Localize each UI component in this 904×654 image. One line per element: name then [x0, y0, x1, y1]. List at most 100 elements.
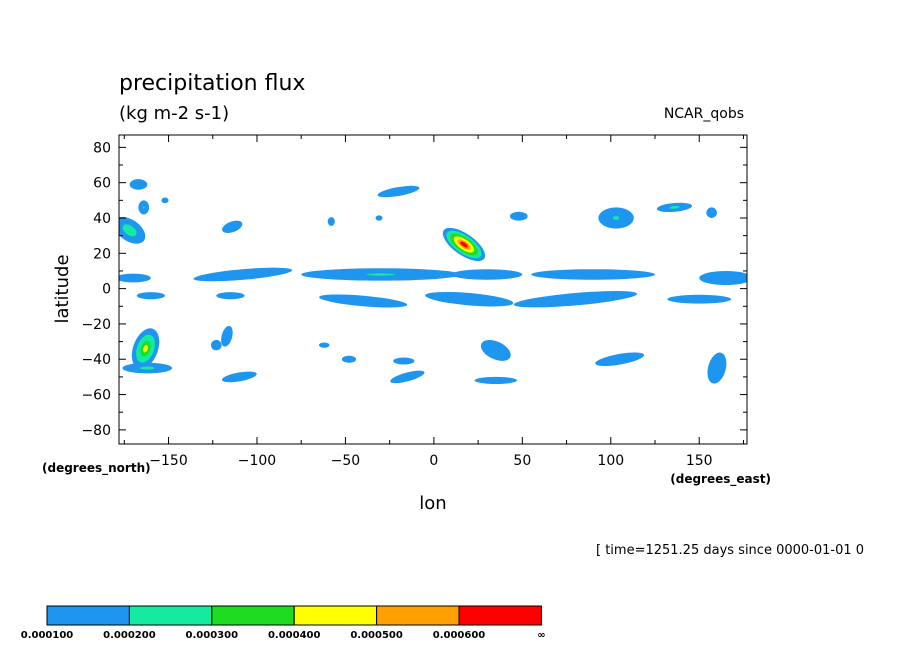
contour-level-1	[119, 273, 151, 283]
y-tick-label: −40	[81, 352, 111, 368]
contour-level-4	[143, 344, 149, 353]
contour-level-2	[669, 206, 680, 209]
contour-level-1	[221, 325, 233, 347]
colorbar-label: 0.000400	[268, 630, 321, 641]
x-axis-label: lon	[419, 493, 446, 514]
precip-cell-26	[131, 328, 160, 370]
contour-level-1	[451, 269, 523, 280]
precip-cell-5	[222, 220, 243, 233]
contour-level-1	[595, 352, 645, 367]
y-units-label: (degrees_north)	[42, 461, 151, 476]
contour-level-1	[509, 211, 528, 221]
y-tick-label: −20	[81, 317, 111, 333]
contour-level-1	[531, 269, 656, 280]
y-tick-label: −80	[81, 423, 111, 439]
precip-cell-24	[513, 291, 638, 308]
colorbar-swatch	[128, 605, 213, 626]
x-tick-label: 150	[686, 453, 713, 469]
precip-cell-31	[341, 355, 357, 363]
contour-level-1	[393, 357, 415, 365]
precip-cell-8	[377, 185, 420, 198]
precip-cell-36	[474, 376, 518, 384]
contour-level-2	[140, 366, 155, 370]
chart-title: precipitation flux	[119, 71, 305, 96]
x-tick-label: −100	[238, 453, 276, 469]
x-tick-label: −50	[331, 453, 361, 469]
contour-level-2	[366, 273, 396, 276]
contour-level-1	[327, 217, 335, 226]
contour-level-1	[707, 352, 727, 384]
x-units-label: (degrees_east)	[670, 472, 771, 487]
precip-cell-2	[138, 200, 150, 215]
contour-field	[119, 179, 747, 384]
precip-cell-17	[451, 269, 523, 280]
colorbar-label: 0.000500	[350, 630, 403, 641]
contour-level-1	[425, 291, 514, 307]
precip-cell-38	[707, 352, 727, 384]
contour-level-1	[706, 207, 717, 218]
y-tick-label: 40	[93, 211, 111, 227]
contour-level-2	[142, 206, 145, 209]
precip-cell-27	[122, 362, 173, 374]
precip-cell-34	[390, 370, 425, 384]
contour-level-1	[221, 371, 257, 383]
precip-cell-29	[210, 339, 222, 351]
contour-level-1	[222, 220, 243, 233]
colorbar-swatch	[458, 605, 542, 626]
precip-cell-32	[318, 342, 330, 348]
precip-cell-6	[327, 217, 335, 226]
x-tick-label: −150	[149, 453, 187, 469]
y-tick-label: 60	[93, 176, 111, 192]
precip-cell-23	[425, 291, 514, 307]
precip-cell-1	[119, 217, 146, 244]
contour-level-1	[667, 294, 732, 304]
contour-level-1	[377, 185, 420, 198]
contour-level-2	[122, 224, 137, 237]
precip-cell-11	[598, 207, 634, 229]
precip-cell-20	[136, 292, 165, 300]
contour-level-1	[513, 291, 638, 308]
contour-level-1	[480, 339, 511, 361]
contour-level-1	[129, 179, 148, 190]
contour-level-1	[318, 342, 330, 348]
contour-level-1	[193, 267, 293, 282]
contour-level-6	[460, 241, 468, 248]
time-label: [ time=1251.25 days since 0000-01-01 0	[596, 543, 864, 558]
contour-level-1	[319, 294, 408, 308]
y-tick-label: 80	[93, 140, 111, 156]
colorbar-label: 0.000300	[186, 630, 239, 641]
colorbar-swatch	[293, 605, 378, 626]
colorbar: 0.000100 0.000200 0.000300 0.000400 0.000500…	[21, 605, 546, 641]
precip-cell-13	[706, 207, 717, 218]
precip-cell-4	[161, 197, 169, 204]
colorbar-label: ∞	[537, 630, 545, 641]
x-tick-label: 0	[429, 453, 438, 469]
contour-level-1	[216, 292, 245, 300]
contour-level-1	[375, 215, 383, 221]
precip-cell-28	[221, 325, 233, 347]
x-tick-label: 100	[597, 453, 624, 469]
precip-cell-19	[699, 270, 747, 286]
contour-level-1	[210, 339, 222, 351]
contour-level-1	[341, 355, 357, 363]
colorbar-label: 0.000100	[21, 630, 74, 641]
precip-cell-30	[221, 371, 257, 383]
contour-level-1	[136, 292, 165, 300]
precip-cell-22	[319, 294, 408, 308]
colorbar-swatch	[211, 605, 295, 626]
y-tick-label: −60	[81, 388, 111, 404]
dataset-label: NCAR_qobs	[664, 106, 744, 122]
precip-cell-14	[119, 273, 151, 283]
precip-cell-15	[193, 267, 293, 282]
precip-cell-37	[595, 352, 645, 367]
plot-frame	[118, 134, 748, 445]
colorbar-swatch	[46, 605, 130, 626]
contour-level-2	[612, 216, 620, 220]
precip-cell-10	[509, 211, 528, 221]
precip-cell-25	[667, 294, 732, 304]
y-tick-label: 20	[93, 246, 111, 262]
colorbar-swatch	[376, 605, 460, 626]
precip-cell-18	[531, 269, 656, 280]
colorbar-label: 0.000200	[103, 630, 156, 641]
contour-level-1	[699, 270, 747, 286]
